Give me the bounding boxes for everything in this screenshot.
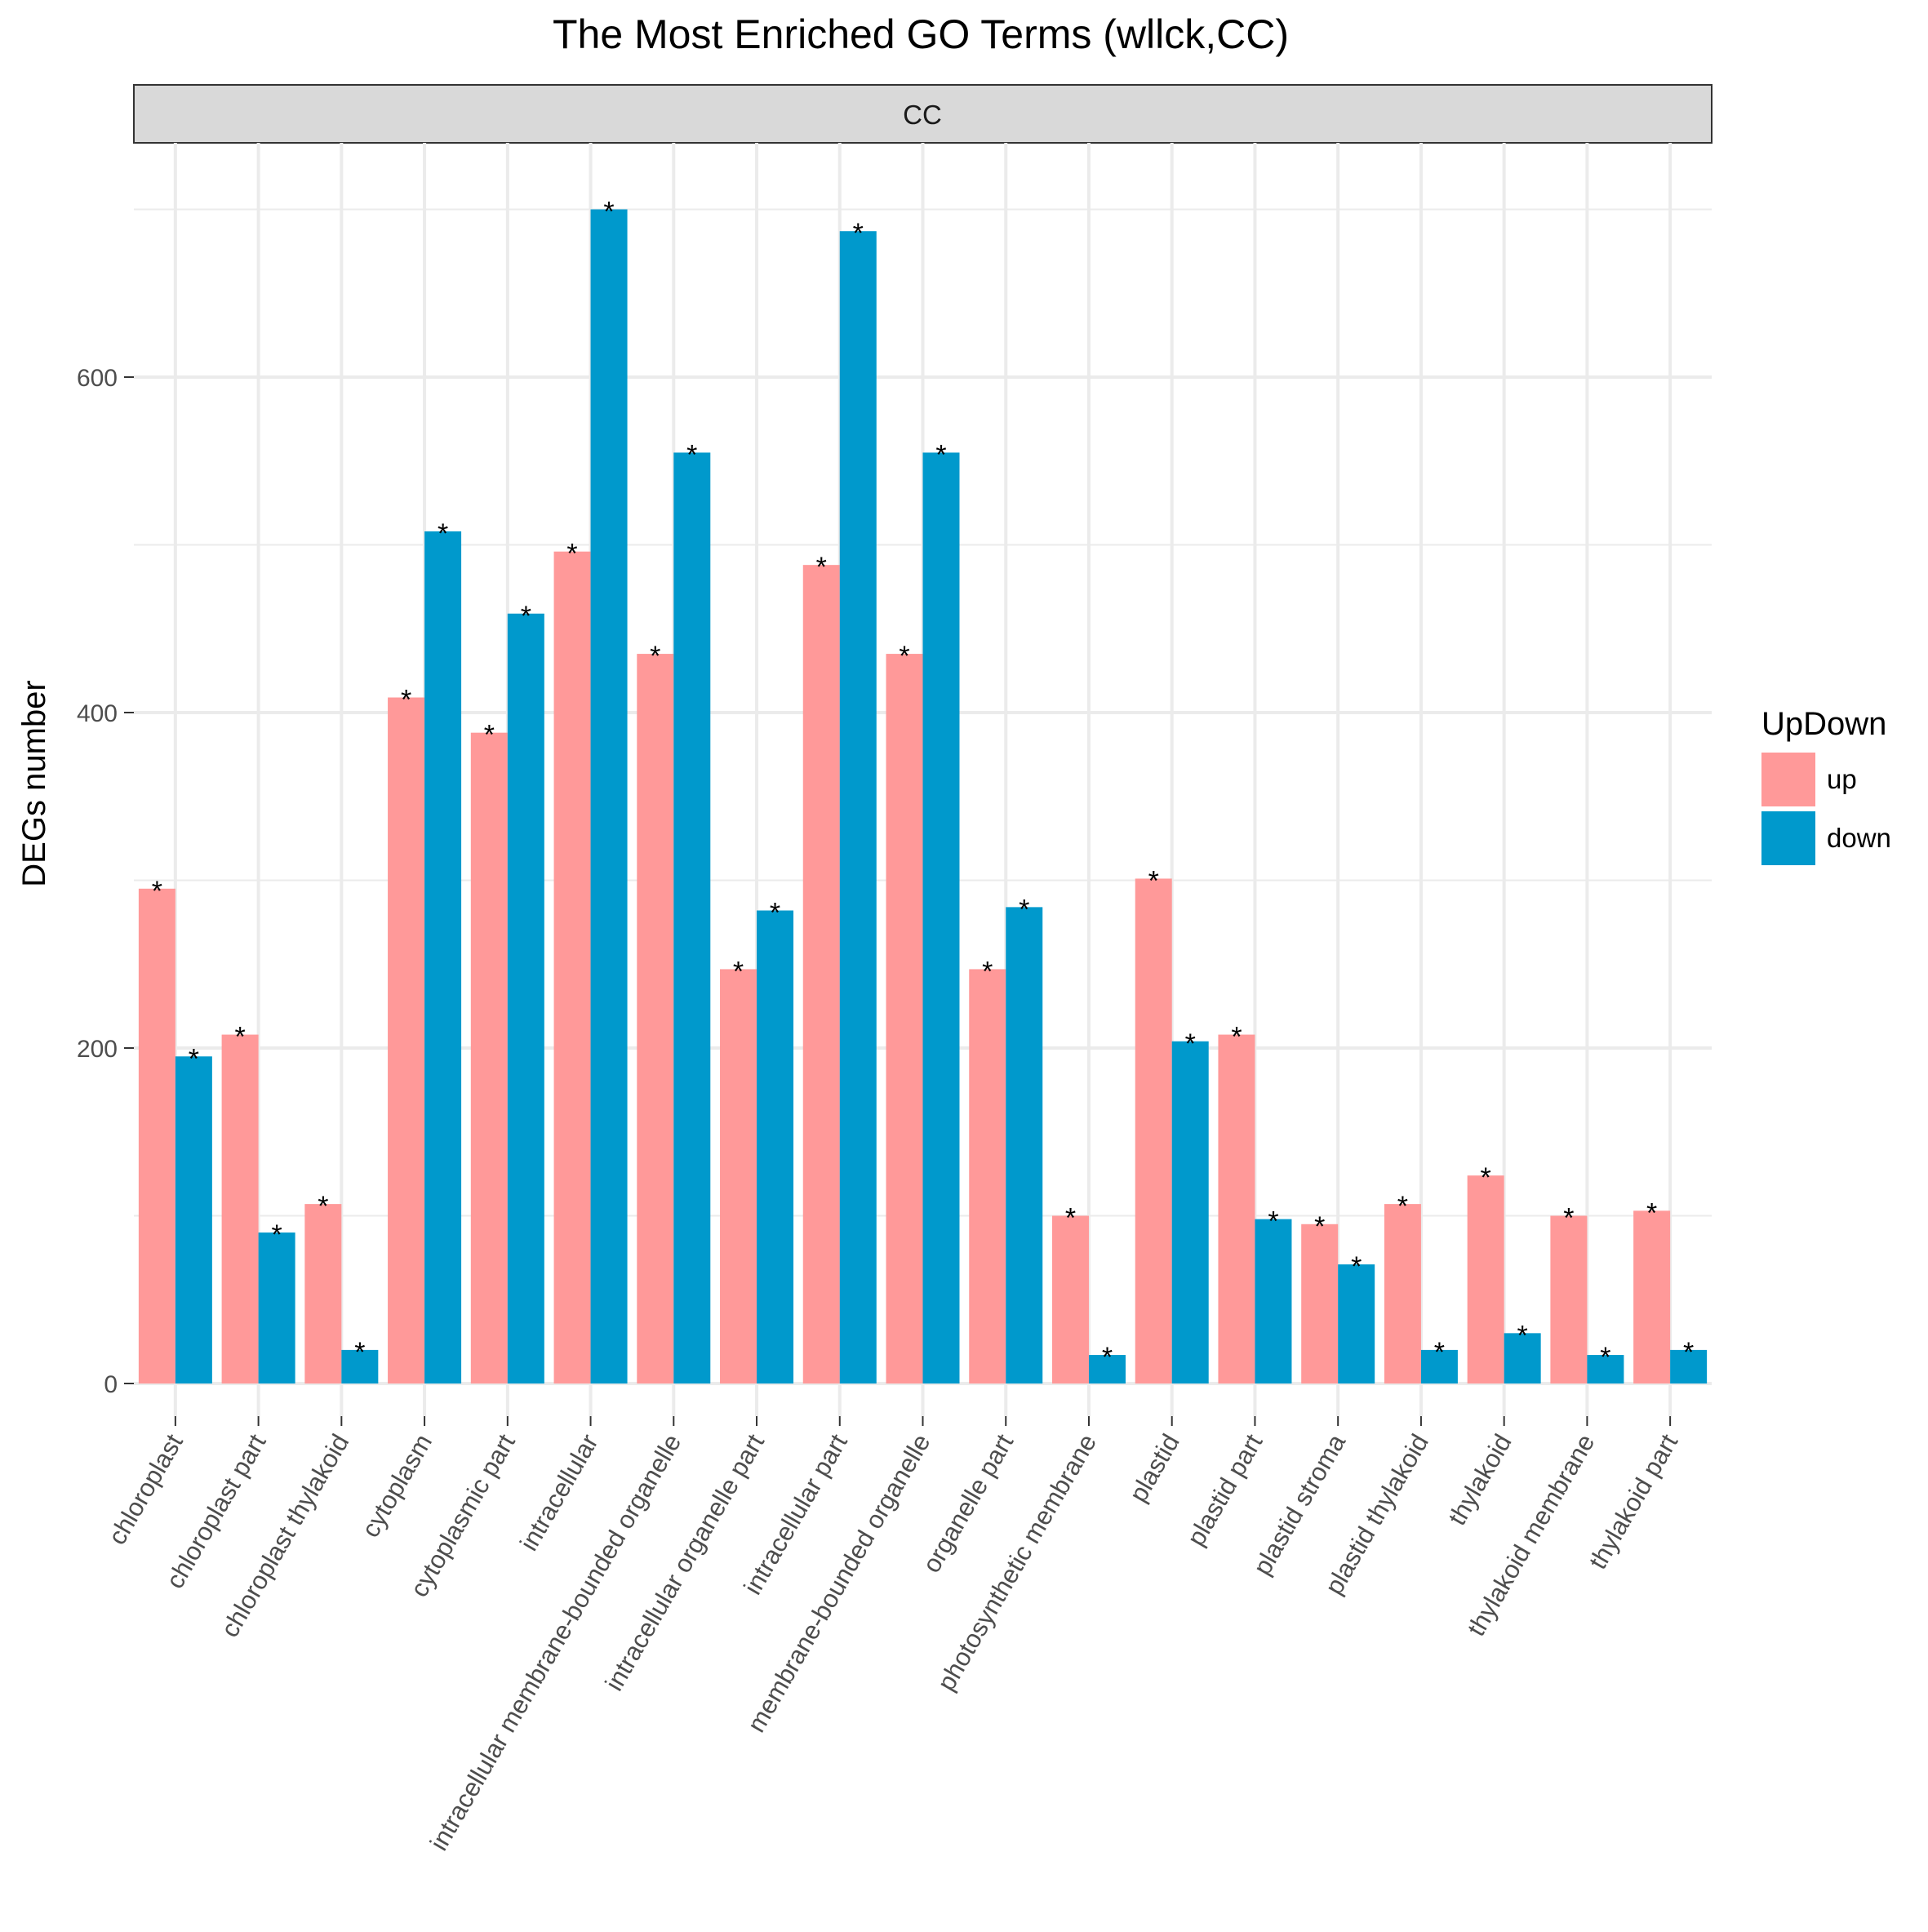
- significance-marker: *: [566, 539, 577, 570]
- bar-up: [1051, 1215, 1089, 1383]
- chart-title: The Most Enriched GO Terms (wllck,CC): [553, 11, 1289, 57]
- legend-label-down: down: [1827, 823, 1891, 853]
- significance-marker: *: [1065, 1203, 1076, 1234]
- y-tick-label: 600: [77, 365, 118, 392]
- bar-up: [138, 888, 175, 1383]
- significance-marker: *: [733, 956, 744, 987]
- significance-marker: *: [1268, 1206, 1278, 1237]
- significance-marker: *: [686, 439, 697, 470]
- bar-up: [1218, 1034, 1255, 1383]
- bar-down: [1420, 1349, 1458, 1383]
- significance-marker: *: [853, 218, 864, 249]
- significance-markers: * * * * * * * * * * * * * * * * * * * * * * * * * * * * * * * * * * * * * *: [152, 197, 1694, 1374]
- bar-up: [802, 565, 840, 1383]
- significance-marker: *: [1481, 1162, 1491, 1193]
- bar-up: [1550, 1215, 1588, 1383]
- significance-marker: *: [1231, 1022, 1242, 1053]
- significance-marker: *: [152, 876, 162, 907]
- legend-swatch-up: [1761, 753, 1815, 806]
- significance-marker: *: [603, 197, 614, 228]
- significance-marker: *: [1434, 1337, 1445, 1368]
- bar-down: [424, 531, 462, 1383]
- bar-down: [922, 452, 960, 1383]
- bar-up: [637, 654, 674, 1383]
- bar-down: [1006, 907, 1043, 1383]
- significance-marker: *: [1683, 1337, 1694, 1368]
- significance-marker: *: [234, 1022, 245, 1053]
- significance-marker: *: [816, 552, 827, 583]
- facet-strip-label: CC: [903, 100, 942, 130]
- significance-marker: *: [935, 439, 946, 470]
- significance-marker: *: [650, 641, 660, 672]
- significance-marker: *: [271, 1219, 282, 1250]
- bar-up: [388, 697, 425, 1383]
- significance-marker: *: [1397, 1191, 1408, 1222]
- y-tick-label: 0: [104, 1371, 118, 1398]
- legend: UpDown up down: [1761, 706, 1891, 865]
- significance-marker: *: [318, 1191, 328, 1222]
- bar-down: [507, 613, 544, 1383]
- bar-down: [258, 1232, 295, 1383]
- significance-marker: *: [1019, 894, 1029, 925]
- bar-down: [175, 1056, 212, 1383]
- bar-up: [1467, 1175, 1504, 1383]
- bars: [138, 209, 1708, 1384]
- bar-down: [1171, 1041, 1209, 1383]
- significance-marker: *: [899, 641, 909, 672]
- significance-marker: *: [1148, 865, 1159, 896]
- bar-down: [590, 209, 628, 1383]
- bar-down: [1670, 1349, 1708, 1383]
- significance-marker: *: [401, 685, 411, 716]
- bar-up: [969, 969, 1006, 1383]
- bar-down: [1088, 1355, 1126, 1383]
- significance-marker: *: [1102, 1342, 1113, 1373]
- significance-marker: *: [982, 956, 993, 987]
- bar-up: [304, 1204, 342, 1383]
- bar-up: [1384, 1204, 1421, 1383]
- bar-up: [221, 1034, 259, 1383]
- legend-title: UpDown: [1761, 706, 1886, 742]
- bar-up: [886, 654, 923, 1383]
- significance-marker: *: [1646, 1197, 1657, 1228]
- bar-down: [1587, 1355, 1624, 1383]
- bar-up: [553, 551, 591, 1383]
- significance-marker: *: [1563, 1203, 1574, 1234]
- y-tick-label: 400: [77, 700, 118, 727]
- bar-up: [470, 732, 508, 1383]
- significance-marker: *: [1185, 1028, 1196, 1059]
- y-axis-title: DEGs number: [16, 680, 52, 886]
- bar-up: [720, 969, 757, 1383]
- significance-marker: *: [438, 518, 448, 549]
- significance-marker: *: [1351, 1251, 1362, 1282]
- legend-swatch-down: [1761, 811, 1815, 865]
- significance-marker: *: [354, 1337, 365, 1368]
- significance-marker: *: [189, 1043, 199, 1074]
- bar-up: [1301, 1224, 1339, 1383]
- legend-label-up: up: [1827, 764, 1857, 794]
- bar-up: [1633, 1210, 1671, 1383]
- significance-marker: *: [484, 720, 495, 751]
- significance-marker: *: [1314, 1211, 1325, 1242]
- bar-down: [341, 1349, 379, 1383]
- significance-marker: *: [770, 897, 780, 928]
- significance-marker: *: [1600, 1342, 1610, 1373]
- y-axis: 0 200 400 600: [77, 365, 134, 1398]
- bar-down: [1504, 1333, 1541, 1383]
- bar-down: [757, 910, 794, 1383]
- significance-marker: *: [521, 601, 531, 632]
- bar-down: [1338, 1264, 1375, 1383]
- bar-down: [839, 231, 877, 1384]
- significance-marker: *: [1517, 1320, 1528, 1351]
- y-tick-label: 200: [77, 1036, 118, 1063]
- bar-down: [673, 452, 711, 1383]
- bar-down: [1255, 1219, 1292, 1383]
- bar-up: [1135, 878, 1172, 1383]
